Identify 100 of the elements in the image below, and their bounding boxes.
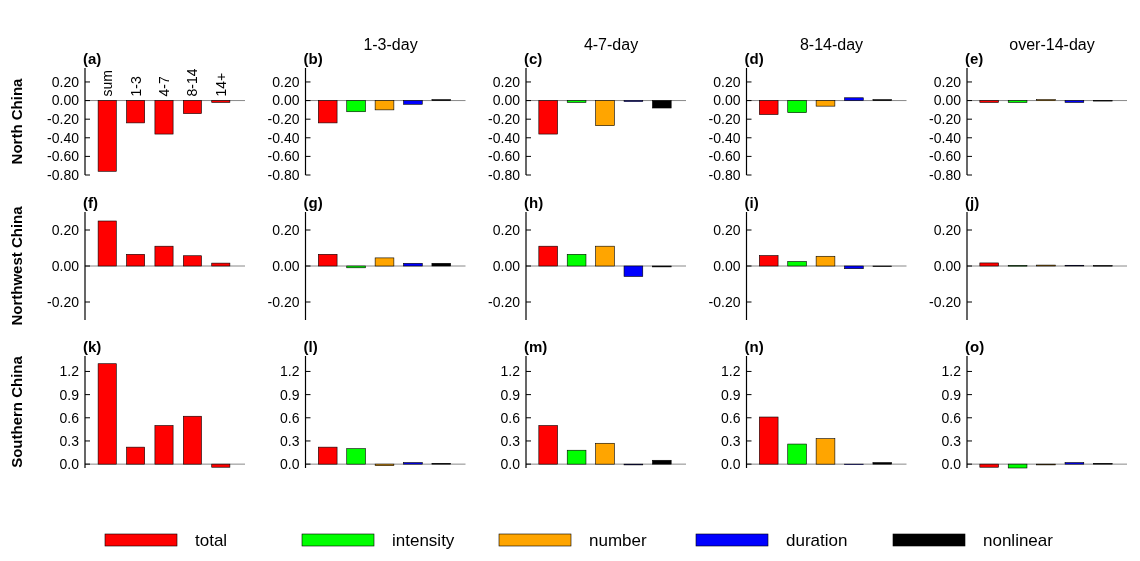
legend-label: duration xyxy=(786,530,848,550)
y-tick-label: -0.80 xyxy=(488,166,521,183)
chart-title: (a) xyxy=(83,50,102,67)
bar xyxy=(815,438,836,465)
y-tick-label: 0.3 xyxy=(280,432,300,449)
y-tick-label: 1.2 xyxy=(721,363,741,380)
bar xyxy=(759,255,779,267)
bar xyxy=(595,245,615,267)
bar xyxy=(652,459,672,465)
y-tick-label: 0.6 xyxy=(500,409,521,426)
y-tick-label: -0.60 xyxy=(267,148,300,165)
y-tick-label: 0.20 xyxy=(492,73,521,90)
y-tick-label: 0.9 xyxy=(500,386,521,403)
y-tick-label: -0.60 xyxy=(47,148,80,165)
bar xyxy=(623,265,644,277)
y-tick-label: -0.20 xyxy=(47,111,80,128)
y-tick-label: -0.80 xyxy=(708,166,741,183)
x-tick-label: 14+ xyxy=(212,72,229,97)
y-tick-label: 0.00 xyxy=(492,92,521,109)
y-tick-label: -0.60 xyxy=(708,148,741,165)
y-tick-label: -0.20 xyxy=(929,293,962,310)
legend-label: number xyxy=(589,530,647,550)
bar xyxy=(538,245,558,267)
bar xyxy=(787,443,807,465)
y-tick-label: -0.20 xyxy=(708,111,741,128)
y-tick-label: 0.00 xyxy=(51,257,80,274)
bar xyxy=(154,245,174,267)
y-tick-label: 0.00 xyxy=(272,92,300,109)
chart-title: (e) xyxy=(965,50,984,67)
bar xyxy=(318,254,338,267)
chart-subtitle: 4-7-day xyxy=(583,36,639,53)
chart-subtitle: 1-3-day xyxy=(363,36,418,53)
y-tick-label: 0.0 xyxy=(500,456,521,473)
legend-label: intensity xyxy=(392,530,455,550)
y-tick-label: -0.40 xyxy=(267,129,300,146)
y-tick-label: 1.2 xyxy=(280,363,300,380)
bar xyxy=(97,220,117,267)
y-tick-label: -0.20 xyxy=(708,293,741,310)
bar xyxy=(346,448,366,465)
y-tick-label: 0.3 xyxy=(941,432,962,449)
y-tick-label: -0.20 xyxy=(47,293,80,310)
y-tick-label: -0.80 xyxy=(267,166,300,183)
chart-title: (c) xyxy=(524,50,543,67)
y-tick-label: -0.40 xyxy=(47,129,80,146)
y-tick-label: 0.00 xyxy=(272,257,300,274)
y-tick-label: 0.20 xyxy=(272,221,300,238)
y-tick-label: -0.80 xyxy=(47,166,80,183)
chart-title: (i) xyxy=(744,194,759,211)
bar xyxy=(431,263,451,267)
bar xyxy=(183,255,202,267)
bar xyxy=(126,446,145,465)
y-axis-title: North China xyxy=(8,77,25,165)
bar xyxy=(318,446,338,465)
bar xyxy=(126,254,145,267)
bar xyxy=(403,263,423,267)
bar xyxy=(211,262,231,267)
y-tick-label: 0.9 xyxy=(280,386,300,403)
y-tick-label: 0.00 xyxy=(492,257,521,274)
y-tick-label: 0.3 xyxy=(59,432,80,449)
bar xyxy=(211,463,231,468)
chart-title: (m) xyxy=(524,338,548,355)
y-tick-label: 0.6 xyxy=(280,409,300,426)
y-tick-label: 0.9 xyxy=(721,386,741,403)
y-tick-label: -0.80 xyxy=(929,166,962,183)
y-tick-label: -0.20 xyxy=(929,111,962,128)
bar xyxy=(97,363,117,465)
bar xyxy=(815,255,836,267)
y-tick-label: -0.60 xyxy=(488,148,521,165)
y-tick-label: 0.3 xyxy=(721,432,741,449)
y-tick-label: 0.00 xyxy=(933,257,962,274)
y-tick-label: 0.6 xyxy=(721,409,741,426)
y-tick-label: 0.20 xyxy=(713,73,741,90)
chart-title: (k) xyxy=(83,338,102,355)
chart-title: (o) xyxy=(965,338,985,355)
bar xyxy=(566,254,587,267)
chart-title: (b) xyxy=(303,50,323,67)
y-tick-label: 0.20 xyxy=(51,221,80,238)
bar xyxy=(844,265,864,269)
chart-title: (j) xyxy=(965,194,980,211)
y-tick-label: 0.9 xyxy=(59,386,80,403)
bar xyxy=(538,425,558,465)
y-tick-label: 0.00 xyxy=(51,92,80,109)
y-tick-label: 0.6 xyxy=(59,409,80,426)
y-tick-label: 0.0 xyxy=(721,456,741,473)
y-tick-label: -0.20 xyxy=(267,111,300,128)
chart-title: (d) xyxy=(744,50,764,67)
chart-title: (g) xyxy=(303,194,323,211)
y-tick-label: 1.2 xyxy=(941,363,962,380)
y-tick-label: 0.20 xyxy=(713,221,741,238)
y-tick-label: 0.20 xyxy=(933,221,962,238)
chart-title: (f) xyxy=(83,194,98,211)
y-tick-label: 0.3 xyxy=(500,432,521,449)
chart-subtitle: over-14-day xyxy=(1009,36,1095,53)
chart-subtitle: 8-14-day xyxy=(799,36,864,53)
bar xyxy=(787,261,807,267)
x-tick-label: 4-7 xyxy=(156,76,172,97)
bar xyxy=(595,442,615,465)
y-tick-label: -0.40 xyxy=(929,129,962,146)
y-tick-label: 0.9 xyxy=(941,386,962,403)
legend-label: nonlinear xyxy=(983,530,1054,550)
